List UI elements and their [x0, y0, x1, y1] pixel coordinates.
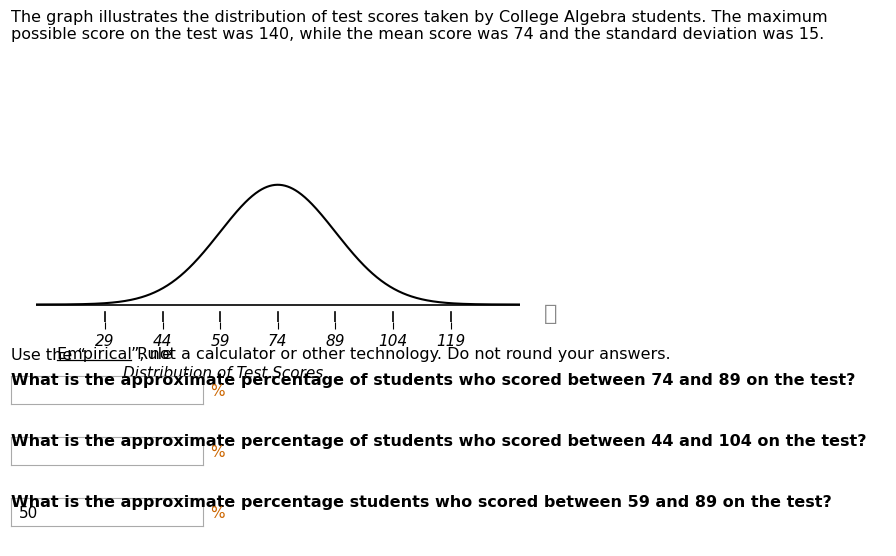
Text: Empirical Rule: Empirical Rule: [57, 348, 172, 363]
Text: ⌕: ⌕: [545, 304, 557, 324]
Text: Use the “: Use the “: [11, 348, 85, 363]
Text: The graph illustrates the distribution of test scores taken by College Algebra s: The graph illustrates the distribution o…: [11, 10, 827, 25]
Text: 50: 50: [19, 506, 38, 521]
Text: possible score on the test was 140, while the mean score was 74 and the standard: possible score on the test was 140, whil…: [11, 27, 824, 42]
Text: Distribution of Test Scores: Distribution of Test Scores: [123, 366, 323, 381]
Text: %: %: [210, 384, 224, 399]
Text: %: %: [210, 506, 224, 521]
Text: What is the approximate percentage of students who scored between 74 and 89 on t: What is the approximate percentage of st…: [11, 373, 855, 388]
Text: What is the approximate percentage of students who scored between 44 and 104 on : What is the approximate percentage of st…: [11, 434, 866, 449]
Text: ”, not a calculator or other technology. Do not round your answers.: ”, not a calculator or other technology.…: [131, 348, 670, 363]
Text: %: %: [210, 445, 224, 460]
Text: What is the approximate percentage students who scored between 59 and 89 on the : What is the approximate percentage stude…: [11, 495, 831, 510]
